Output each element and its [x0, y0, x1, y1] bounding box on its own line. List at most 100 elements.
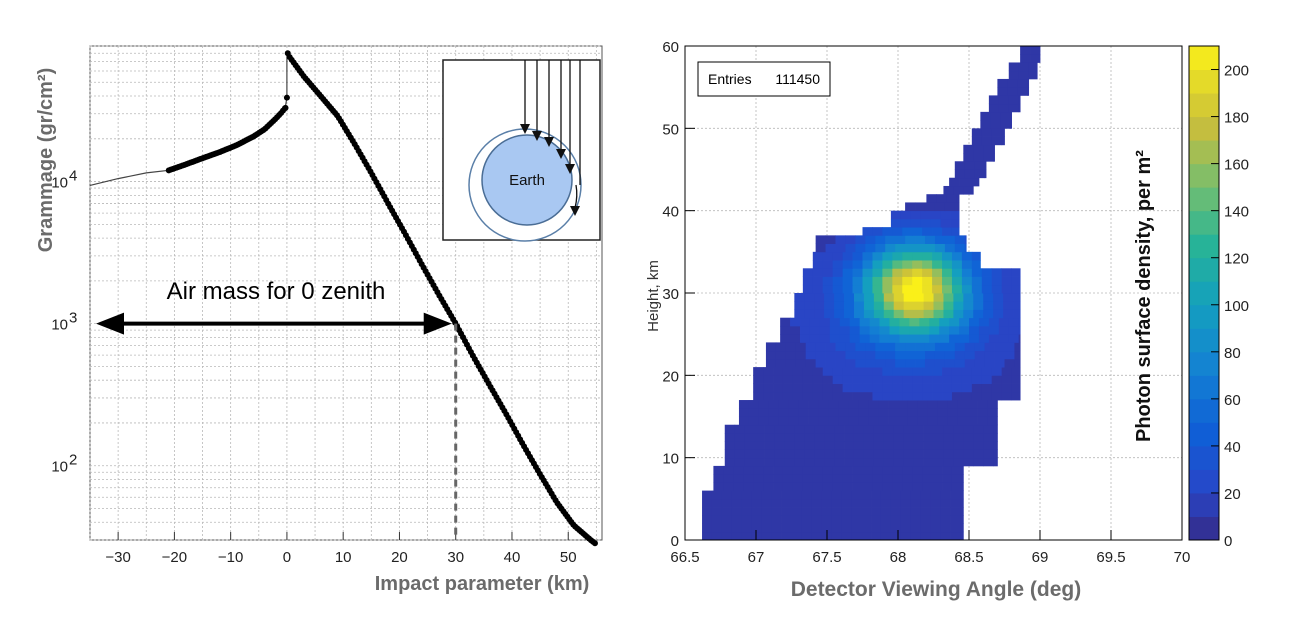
heatmap-cell [969, 325, 980, 335]
heatmap-cell [973, 144, 984, 154]
heatmap-cell [811, 531, 822, 541]
heatmap-cell [834, 449, 845, 459]
heatmap-cell [851, 507, 862, 516]
heatmap-cell [805, 342, 817, 352]
heatmap-cell [912, 367, 923, 376]
heatmap-cell [951, 268, 963, 277]
heatmap-cell [1008, 62, 1020, 72]
heatmap-cell [953, 457, 964, 467]
heatmap-cell [841, 523, 852, 533]
heatmap-cell [872, 251, 883, 261]
heatmap-cell [892, 268, 903, 277]
heatmap-cell [838, 400, 849, 409]
heatmap-cell [932, 227, 943, 236]
heatmap-cell [811, 515, 822, 524]
heatmap-cell [868, 408, 879, 417]
heatmap-cell [872, 391, 883, 401]
heatmap-cell [902, 482, 913, 491]
heatmap-cell [988, 317, 1000, 327]
heatmap-x-axis-title: Detector Viewing Angle (deg) [791, 578, 1082, 601]
heatmap-cell [824, 424, 835, 434]
heatmap-cell [814, 301, 825, 310]
heatmap-cell [963, 185, 974, 195]
heatmap-cell [1018, 334, 1021, 343]
heatmap-cell [794, 424, 805, 434]
heatmap-cell [702, 490, 713, 500]
heatmap-cell [723, 482, 734, 491]
heatmap-cell [702, 498, 713, 508]
heatmap-cell [829, 317, 841, 327]
heatmap-cell [943, 293, 954, 302]
heatmap-cell [885, 350, 896, 360]
heatmap-cell [734, 424, 746, 434]
heatmap-cell [721, 490, 733, 500]
heatmap-cell [998, 325, 1010, 335]
heatmap-cell [1007, 78, 1018, 88]
heatmap-cell [741, 507, 753, 516]
heatmap-cell [741, 523, 753, 533]
heatmap-cell [960, 523, 964, 533]
heatmap-cell [862, 465, 873, 475]
heatmap-cell [711, 507, 723, 516]
heatmap-cell [882, 367, 893, 376]
heatmap-cell [922, 391, 933, 401]
heatmap-cell [924, 350, 936, 360]
heatmap-cell [933, 293, 944, 302]
y-tick-label: 0 [671, 533, 679, 550]
heatmap-cell [1030, 46, 1041, 55]
heatmap-cell [781, 515, 792, 524]
heatmap-cell [1018, 95, 1021, 105]
heatmap-cell [943, 441, 954, 450]
heatmap-cell [993, 424, 998, 434]
heatmap-cell [853, 309, 865, 319]
heatmap-cell [839, 325, 851, 335]
heatmap-cell [981, 128, 993, 137]
heatmap-cell [751, 515, 763, 524]
y-tick-label: 60 [662, 39, 679, 56]
heatmap-cell [977, 400, 988, 409]
heatmap-cell [912, 375, 923, 384]
heatmap-cell [795, 358, 807, 368]
heatmap-cell [1003, 293, 1014, 302]
x-tick-label: 40 [504, 549, 521, 566]
heatmap-cell [822, 276, 834, 286]
heatmap-cell [882, 284, 893, 294]
colorbar-segment [1189, 46, 1219, 71]
heatmap-cell [913, 457, 924, 467]
heatmap-cell [944, 243, 956, 253]
heatmap-cell [844, 309, 855, 319]
heatmap-cell [900, 210, 912, 220]
heatmap-cell [924, 243, 936, 253]
heatmap-cell [841, 531, 852, 541]
heatmap-cell [764, 449, 775, 459]
heatmap-cell [790, 325, 801, 335]
heatmap-cell [944, 342, 956, 352]
heatmap-cell [812, 391, 824, 401]
heatmap-cell [873, 424, 885, 434]
heatmap-cell [963, 309, 974, 319]
heatmap-cell [993, 432, 998, 442]
heatmap-cell [889, 325, 900, 335]
heatmap-cell [923, 457, 934, 467]
heatmap-cell [724, 441, 736, 450]
heatmap-cell [959, 325, 970, 335]
heatmap-cell [910, 507, 922, 516]
heatmap-cell [741, 498, 753, 508]
heatmap-cell [761, 507, 773, 516]
heatmap-cell [1020, 46, 1031, 55]
heatmap-cell [949, 334, 960, 343]
heatmap-cell [903, 301, 915, 310]
heatmap-cell [880, 531, 892, 541]
heatmap-cell [863, 432, 875, 442]
heatmap-cell [865, 235, 876, 244]
heatmap-cell [915, 243, 926, 253]
heatmap-cell [973, 293, 984, 302]
heatmap-cell [835, 350, 846, 360]
heatmap-cell [963, 449, 974, 459]
colorbar-segment [1189, 469, 1219, 494]
heatmap-cell [761, 515, 773, 524]
heatmap-cell [863, 301, 875, 310]
x-tick-label: 0 [283, 549, 291, 566]
ray-arrow [570, 206, 580, 216]
heatmap-cell [812, 367, 824, 376]
